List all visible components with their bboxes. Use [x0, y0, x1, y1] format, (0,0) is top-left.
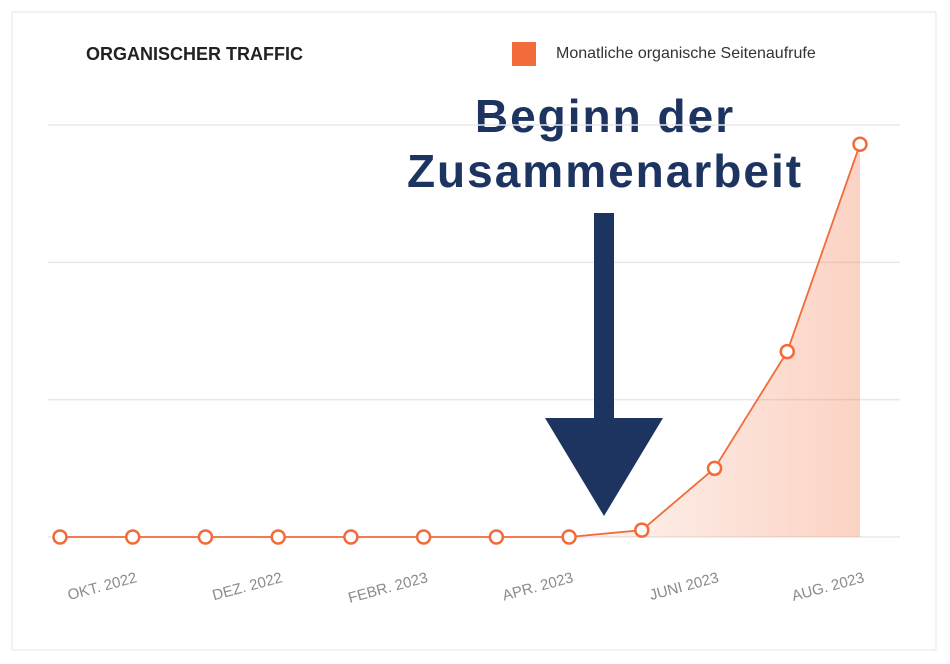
- area: [60, 144, 860, 537]
- annotation: Zusammenarbeit: [407, 145, 803, 197]
- point: [52, 529, 68, 545]
- legend: Monatliche organische Seitenaufrufe: [512, 42, 816, 66]
- legend-label: Monatliche organische Seitenaufrufe: [556, 45, 816, 62]
- point: [706, 460, 723, 477]
- point: [561, 529, 577, 545]
- line: [60, 143, 861, 538]
- point: [343, 529, 359, 545]
- point: [488, 529, 505, 545]
- point: [634, 522, 650, 538]
- point: [270, 529, 286, 545]
- point: [124, 529, 141, 545]
- arrow-head: [545, 418, 663, 516]
- point: [415, 529, 432, 545]
- chart-title: ORGANISCHER TRAFFIC: [86, 44, 303, 64]
- legend-swatch: [512, 42, 536, 66]
- annotation: Beginn der: [475, 90, 735, 142]
- point: [197, 529, 214, 545]
- point: [779, 343, 796, 360]
- arrow-shaft: [594, 213, 614, 423]
- card: [11, 11, 937, 651]
- point: [852, 136, 868, 152]
